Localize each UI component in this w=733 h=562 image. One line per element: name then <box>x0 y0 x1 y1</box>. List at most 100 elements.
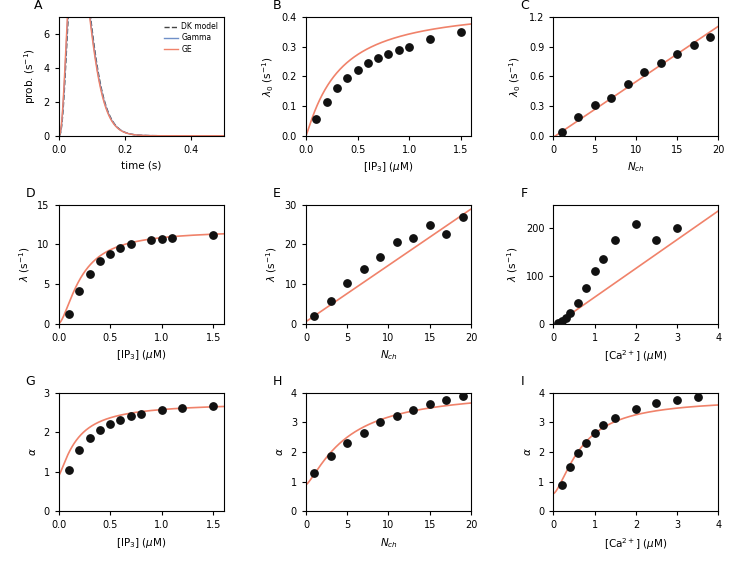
GE <box>170 133 179 139</box>
Point <box>572 449 584 458</box>
Text: G: G <box>26 375 35 388</box>
DK model <box>160 133 169 139</box>
Gamma <box>170 133 179 139</box>
Point <box>651 398 663 407</box>
Text: B: B <box>273 0 281 12</box>
Point <box>651 236 663 245</box>
Gamma <box>165 133 174 139</box>
Point <box>125 239 136 248</box>
Line: GE: GE <box>59 0 240 136</box>
Point <box>424 220 435 229</box>
X-axis label: [IP$_3$] ($\mu$M): [IP$_3$] ($\mu$M) <box>116 536 166 550</box>
Point <box>362 58 374 67</box>
X-axis label: $N_{ch}$: $N_{ch}$ <box>380 348 397 362</box>
Point <box>572 112 584 121</box>
Point <box>408 406 419 415</box>
Point <box>671 49 683 58</box>
X-axis label: $N_{ch}$: $N_{ch}$ <box>380 536 397 550</box>
X-axis label: [Ca$^{2+}$] ($\mu$M): [Ca$^{2+}$] ($\mu$M) <box>604 348 668 364</box>
Point <box>73 446 85 455</box>
Point <box>581 283 592 292</box>
GE <box>192 133 201 139</box>
Point <box>597 255 608 264</box>
Point <box>325 296 336 305</box>
Point <box>589 428 600 437</box>
Y-axis label: $\lambda_0$ (s$^{-1}$): $\lambda_0$ (s$^{-1}$) <box>508 56 523 97</box>
Y-axis label: $\alpha$: $\alpha$ <box>275 448 285 456</box>
Point <box>94 425 106 434</box>
Y-axis label: $\alpha$: $\alpha$ <box>523 448 533 456</box>
DK model <box>54 133 63 139</box>
Line: Gamma: Gamma <box>59 0 240 136</box>
Point <box>309 311 320 320</box>
Point <box>692 392 704 401</box>
Point <box>207 402 219 411</box>
Point <box>311 115 323 124</box>
Point <box>63 465 75 474</box>
Point <box>84 269 95 278</box>
Legend: DK model, Gamma, GE: DK model, Gamma, GE <box>163 21 220 55</box>
Point <box>457 212 468 221</box>
Line: DK model: DK model <box>59 0 240 136</box>
Y-axis label: $\lambda$ (s$^{-1}$): $\lambda$ (s$^{-1}$) <box>17 246 32 282</box>
Point <box>441 230 452 239</box>
GE <box>54 133 63 139</box>
Point <box>342 73 353 82</box>
Text: F: F <box>520 187 528 200</box>
Point <box>605 94 617 103</box>
Y-axis label: $\lambda$ (s$^{-1}$): $\lambda$ (s$^{-1}$) <box>506 246 520 282</box>
Point <box>94 256 106 265</box>
Gamma <box>236 133 245 139</box>
Point <box>403 42 415 51</box>
Point <box>622 80 633 89</box>
Point <box>177 404 188 413</box>
Point <box>63 310 75 319</box>
GE <box>236 133 245 139</box>
Point <box>383 49 394 58</box>
Text: C: C <box>520 0 529 12</box>
Point <box>352 66 364 75</box>
DK model <box>210 133 219 139</box>
GE <box>210 133 219 139</box>
X-axis label: [IP$_3$] ($\mu$M): [IP$_3$] ($\mu$M) <box>116 348 166 362</box>
Point <box>424 35 435 44</box>
Point <box>391 412 402 421</box>
Y-axis label: $\lambda$ (s$^{-1}$): $\lambda$ (s$^{-1}$) <box>265 246 279 282</box>
X-axis label: [IP$_3$] ($\mu$M): [IP$_3$] ($\mu$M) <box>364 160 413 174</box>
Point <box>104 420 116 429</box>
Point <box>342 279 353 288</box>
Point <box>564 309 576 318</box>
Gamma <box>192 133 201 139</box>
Point <box>609 413 621 422</box>
Point <box>556 127 567 136</box>
Gamma <box>54 133 63 139</box>
Point <box>104 250 116 259</box>
Point <box>671 396 683 405</box>
Text: E: E <box>273 187 281 200</box>
Point <box>156 234 168 243</box>
Y-axis label: $\alpha$: $\alpha$ <box>28 448 38 456</box>
DK model <box>192 133 201 139</box>
DK model <box>165 133 174 139</box>
Y-axis label: prob. (s$^{-1}$): prob. (s$^{-1}$) <box>22 48 38 105</box>
Point <box>375 418 386 427</box>
Point <box>342 438 353 447</box>
Point <box>393 45 405 54</box>
Gamma <box>210 133 219 139</box>
Point <box>408 234 419 243</box>
Text: D: D <box>26 187 35 200</box>
Point <box>560 314 572 323</box>
Point <box>457 392 468 401</box>
Point <box>358 264 369 273</box>
Point <box>73 287 85 296</box>
Point <box>671 224 683 233</box>
Point <box>441 396 452 405</box>
Point <box>146 236 158 245</box>
Point <box>391 238 402 247</box>
Point <box>309 468 320 477</box>
Point <box>114 244 126 253</box>
Point <box>125 412 136 421</box>
Text: A: A <box>34 0 43 12</box>
Point <box>375 252 386 261</box>
Point <box>114 416 126 425</box>
